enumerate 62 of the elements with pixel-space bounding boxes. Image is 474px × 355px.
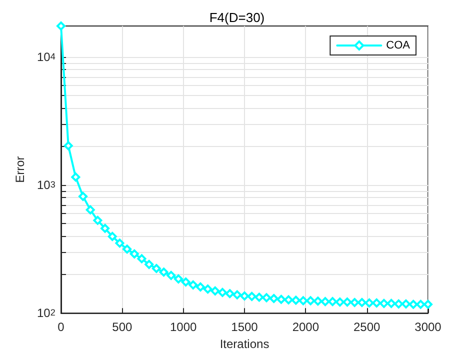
- point: [379, 298, 388, 308]
- point: [100, 224, 110, 233]
- point: [159, 268, 168, 277]
- point: [291, 296, 300, 305]
- point: [225, 289, 234, 298]
- point: [218, 288, 227, 297]
- point: [357, 298, 366, 308]
- point: [210, 286, 220, 296]
- point: [254, 292, 264, 302]
- legend-label: COA: [386, 40, 411, 52]
- point: [56, 22, 66, 30]
- point: [276, 294, 286, 304]
- point: [424, 300, 432, 309]
- x-axis-title: Iterations: [220, 337, 270, 351]
- point: [64, 141, 73, 150]
- point: [144, 260, 154, 269]
- point: [350, 298, 360, 308]
- chart-title: F4(D=30): [209, 10, 265, 25]
- point: [335, 298, 344, 307]
- point: [394, 299, 404, 308]
- point: [203, 284, 212, 294]
- point: [232, 290, 242, 300]
- point: [408, 300, 418, 309]
- point: [108, 232, 117, 241]
- point: [364, 298, 374, 308]
- x-tick-label: 2000: [292, 320, 320, 334]
- point: [130, 249, 139, 258]
- point: [78, 192, 88, 201]
- point: [262, 293, 272, 302]
- point: [313, 296, 322, 306]
- point: [188, 280, 198, 290]
- point: [115, 238, 124, 248]
- point: [181, 277, 190, 286]
- point: [240, 292, 249, 301]
- point: [386, 298, 396, 308]
- x-tick-label: 1500: [231, 320, 258, 334]
- point: [298, 296, 308, 306]
- point: [372, 298, 382, 308]
- point: [416, 300, 426, 309]
- x-tick-label: 0: [58, 320, 65, 334]
- point: [86, 205, 95, 214]
- point: [137, 254, 146, 264]
- point: [247, 292, 256, 301]
- x-tick-label: 2500: [353, 320, 381, 334]
- point: [122, 244, 132, 254]
- point: [342, 298, 352, 307]
- point: [401, 299, 410, 308]
- point: [269, 294, 278, 304]
- x-tick-label: 500: [112, 320, 132, 334]
- x-tick-label: 3000: [414, 320, 442, 334]
- point: [328, 297, 338, 306]
- point: [320, 297, 330, 306]
- x-tick-label: 1000: [170, 320, 198, 334]
- point: [93, 216, 102, 225]
- point: [306, 296, 316, 306]
- point: [152, 264, 161, 274]
- point: [284, 295, 294, 304]
- point: [71, 172, 80, 182]
- point: [174, 274, 183, 284]
- point: [196, 282, 205, 292]
- y-axis-title: Error: [13, 156, 28, 183]
- point: [166, 270, 176, 280]
